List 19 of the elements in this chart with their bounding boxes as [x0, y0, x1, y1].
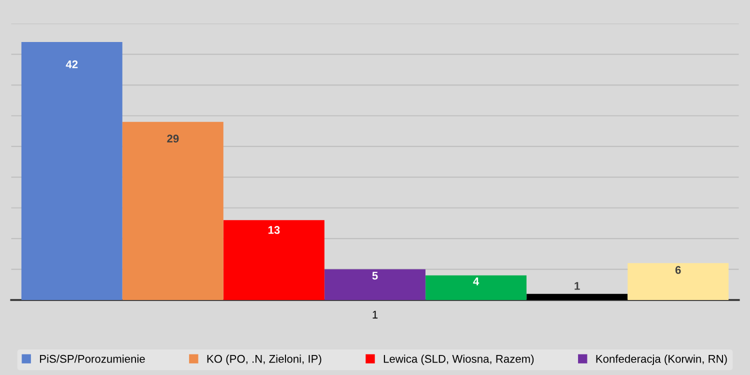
bar	[628, 263, 729, 300]
data-label: 1	[574, 282, 580, 290]
text: Konfederacja (Korwin, RN)	[596, 354, 727, 365]
text: Lewica (SLD, Wiosna, Razem)	[384, 354, 534, 365]
bar	[223, 220, 324, 300]
data-label: 6	[675, 266, 681, 274]
data-label: 5	[372, 272, 378, 280]
text: KO (PO, .N, Zieloni, IP)	[207, 354, 322, 365]
data-label: 13	[268, 226, 280, 234]
data-label: 42	[66, 60, 78, 68]
data-label: 4	[473, 278, 480, 286]
bar	[426, 275, 527, 300]
data-label: 29	[167, 134, 179, 143]
x-axis-title: 1	[372, 310, 378, 318]
bar	[324, 269, 426, 300]
text: PiS/SP/Porozumienie	[40, 354, 145, 363]
bar	[526, 294, 628, 300]
bar	[21, 42, 122, 300]
bar	[122, 122, 224, 300]
